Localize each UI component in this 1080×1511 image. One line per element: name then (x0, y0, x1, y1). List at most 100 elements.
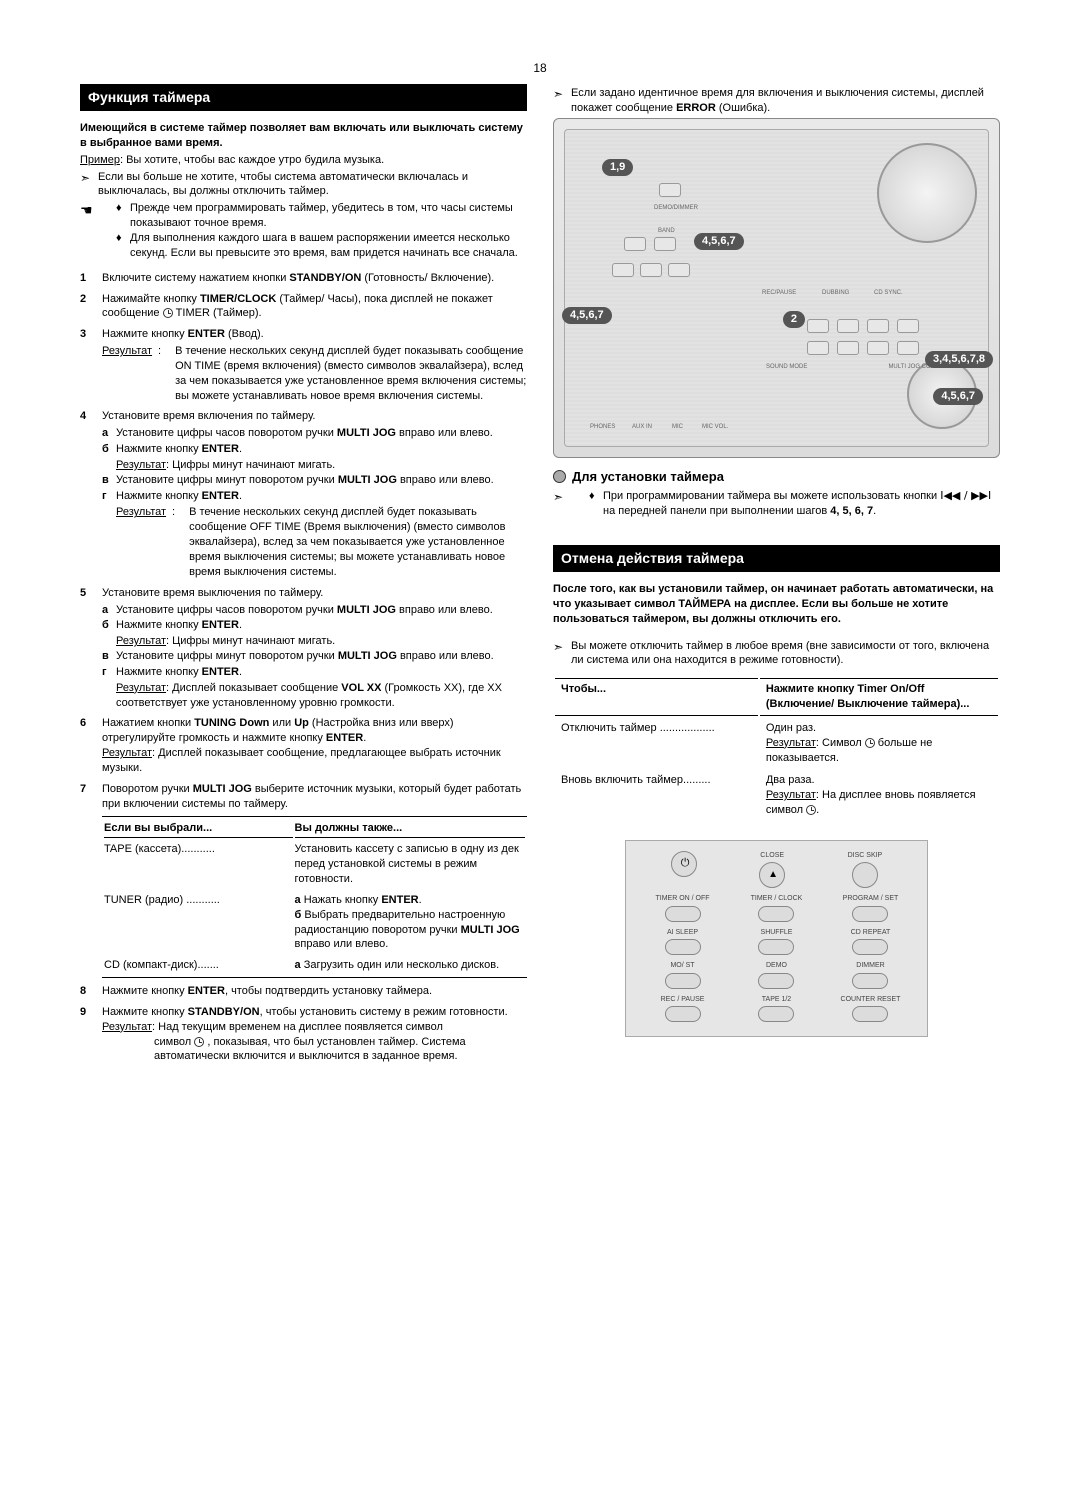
remote-btn (852, 939, 888, 955)
s5d-ra: : Дисплей показывает сообщение (166, 682, 341, 694)
ct-r1r: Один раз. (766, 721, 992, 736)
note-hand: ☚ ♦Прежде чем программировать таймер, уб… (80, 201, 527, 260)
s9b: STANDBY/ON (188, 1006, 260, 1018)
note2a: Прежде чем программировать таймер, убеди… (130, 201, 527, 231)
arrow-icon: ➣ (553, 86, 571, 102)
s5-title: Установите время выключения по таймеру. (102, 586, 527, 601)
remote-btn (758, 1006, 794, 1022)
cancel-table: Чтобы... Нажмите кнопку Timer On/Off (Вк… (553, 676, 1000, 826)
rlbl: SHUFFLE (734, 928, 820, 937)
s4d3: . (239, 490, 242, 502)
s1c: (Готовность/ Включение). (361, 272, 494, 284)
s5d-rl: Результат (116, 682, 166, 694)
s5c2: MULTI JOG (338, 650, 397, 662)
s4d2: ENTER (202, 490, 239, 502)
s5d1: Нажмите кнопку (116, 666, 202, 678)
callout-4567a: 4,5,6,7 (694, 233, 744, 250)
s4-title: Установите время включения по таймеру. (102, 409, 527, 424)
device-btn (612, 263, 634, 277)
device-btn (897, 341, 919, 355)
s4d-r: В течение нескольких секунд дисплей буде… (189, 505, 527, 579)
remote-disc-lbl: DISC SKIP (848, 851, 883, 860)
timer-icon (163, 308, 173, 318)
remote-btn (758, 939, 794, 955)
s5b1: Нажмите кнопку (116, 619, 202, 631)
callout-4567c: 4,5,6,7 (933, 388, 983, 405)
s2d: TIMER (Таймер). (173, 307, 262, 319)
remote-btn (665, 973, 701, 989)
remote-btn (665, 939, 701, 955)
sn-ctrl: I◀◀ / ▶▶I (940, 489, 991, 502)
remote-power-btn: ⏻ (671, 851, 697, 877)
ct-th2: Нажмите кнопку Timer On/Off (Включение/ … (760, 678, 998, 716)
s1a: Включите систему нажатием кнопки (102, 272, 289, 284)
device-btn (837, 341, 859, 355)
hand-icon: ☚ (80, 201, 98, 220)
s3b: ENTER (188, 328, 225, 340)
rlbl: PROGRAM / SET (827, 894, 913, 903)
s9-sym-pre: символ (154, 1036, 194, 1048)
remote-btn (852, 973, 888, 989)
remote-btn (665, 906, 701, 922)
remote-close-lbl: CLOSE (759, 851, 785, 860)
s2a: Нажимайте кнопку (102, 293, 200, 305)
s4b2: ENTER (202, 443, 239, 455)
section-header-cancel: Отмена действия таймера (553, 545, 1000, 572)
disc-icon (553, 470, 566, 483)
s9c: , чтобы установить систему в режим готов… (260, 1006, 508, 1018)
s3-res: В течение нескольких секунд дисплей буде… (175, 344, 527, 403)
step-5: Установите время выключения по таймеру. … (80, 586, 527, 711)
cd-l: CD (компакт-диск)....... (104, 958, 219, 973)
rlbl: CD REPEAT (827, 928, 913, 937)
tua1: Нажать кнопку (304, 894, 382, 906)
s6d: . (363, 732, 366, 744)
steps-list: Включите систему нажатием кнопки STANDBY… (80, 271, 527, 1065)
s5d-rb: VOL XX (341, 682, 381, 694)
intro-text: Имеющийся в системе таймер позволяет вам… (80, 121, 527, 151)
th1: Если вы выбрали... (104, 819, 293, 839)
s4c1: Установите цифры минут поворотом ручки (116, 474, 338, 486)
s5b2: ENTER (202, 619, 239, 631)
cancel-note-text: Вы можете отключить таймер в любое время… (571, 639, 1000, 669)
ct-r1rl: Результат (766, 737, 816, 749)
step-6: Нажатием кнопки TUNING Down или Up (Наст… (80, 716, 527, 775)
rlbl: TIMER ON / OFF (640, 894, 726, 903)
step-9: Нажмите кнопку STANDBY/ON, чтобы установ… (80, 1005, 527, 1064)
timer-icon (806, 805, 816, 815)
device-illustration: DEMO/DIMMER BAND REC/PAUSE DUBBING CD SY… (553, 118, 1000, 458)
tua2: ENTER (381, 894, 418, 906)
s5a1: Установите цифры часов поворотом ручки (116, 604, 337, 616)
arrow-icon: ➣ (553, 489, 571, 505)
remote-eject-btn: ▲ (759, 862, 785, 888)
left-column: Функция таймера Имеющийся в системе тайм… (80, 84, 527, 1070)
section-header-timer: Функция таймера (80, 84, 527, 111)
note-arrow-1: ➣ Если вы больше не хотите, чтобы систем… (80, 170, 527, 200)
source-table: Если вы выбрали...Вы должны также... TAP… (102, 816, 527, 979)
set-timer-subtitle: Для установки таймера (553, 468, 1000, 486)
device-btn (837, 319, 859, 333)
cd-r: Загрузить один или несколько дисков. (304, 959, 499, 971)
s3-res-label: Результат (102, 344, 152, 403)
device-btn (897, 319, 919, 333)
s3c: (Ввод). (225, 328, 264, 340)
sn-b: на передней панели при выполнении шагов (603, 505, 830, 517)
rlbl: AI SLEEP (640, 928, 726, 937)
device-btn (624, 237, 646, 251)
error-note: ➣ Если задано идентичное время для включ… (553, 86, 1000, 116)
arrow-icon: ➣ (80, 170, 98, 186)
s6m: или (269, 717, 294, 729)
s4b-r: : Цифры минут начинают мигать. (166, 459, 335, 471)
power-dial (877, 143, 977, 243)
example-text: : Вы хотите, чтобы вас каждое утро будил… (120, 154, 384, 166)
remote-btn (758, 906, 794, 922)
step-1: Включите систему нажатием кнопки STANDBY… (80, 271, 527, 286)
tape-r: Установить кассету с записью в одну из д… (295, 840, 525, 889)
s5d3: . (239, 666, 242, 678)
device-btn (807, 341, 829, 355)
device-btn (807, 319, 829, 333)
ct-r2rl: Результат (766, 789, 816, 801)
s5b3: . (239, 619, 242, 631)
ct-r1ra: : Символ (816, 737, 865, 749)
example-label: Пример (80, 154, 120, 166)
page-number: 18 (80, 60, 1000, 76)
